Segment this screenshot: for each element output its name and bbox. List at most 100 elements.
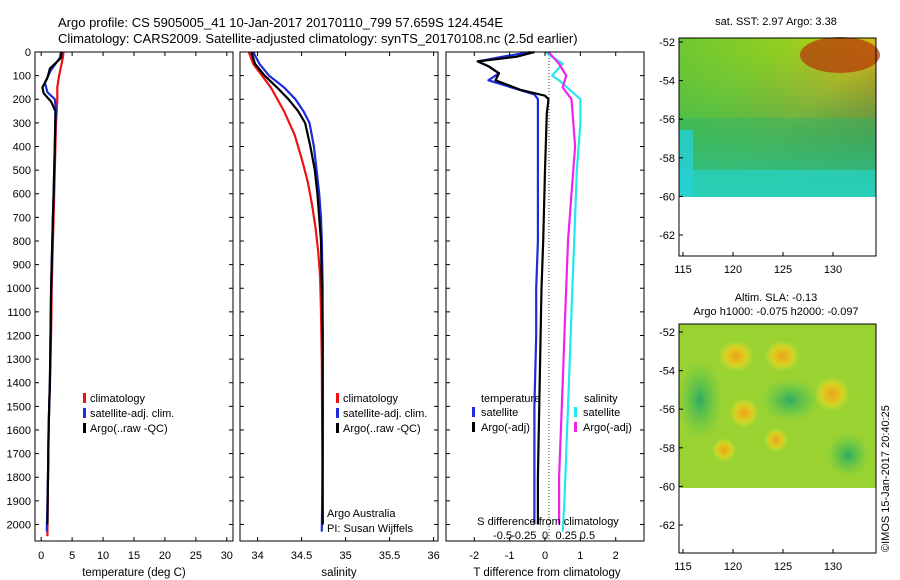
salinity-xlabel: salinity xyxy=(321,567,356,579)
x-tick-label: 30 xyxy=(221,550,233,562)
x-tick-label: 2 xyxy=(613,550,619,562)
depth-tick-label: 100 xyxy=(13,71,31,83)
s-difference-label: S difference from climatology xyxy=(477,516,619,528)
legend-temperature-title: temperature xyxy=(481,393,540,405)
sla-high-6 xyxy=(764,428,788,452)
lon-tick-label: 130 xyxy=(824,264,842,276)
lat-tick-label: -62 xyxy=(659,230,675,242)
x-tick-label: 34 xyxy=(251,550,263,562)
x-tick-label: 1 xyxy=(577,550,583,562)
lat-tick-label: -60 xyxy=(659,481,675,493)
t-difference-label: T difference from climatology xyxy=(473,567,620,579)
salinity-frame xyxy=(239,51,439,542)
x-tick-label: 20 xyxy=(159,550,171,562)
depth-tick-label: 1800 xyxy=(7,472,31,484)
depth-tick-label: 1000 xyxy=(7,283,31,295)
lon-tick-label: 115 xyxy=(674,264,692,276)
depth-tick-label: 1400 xyxy=(7,378,31,390)
lat-tick-label: -60 xyxy=(659,191,675,203)
depth-tick-label: 1100 xyxy=(7,307,31,319)
s-tick-label: -0.25 xyxy=(511,530,536,542)
difference-panel: -2 -1 0 1 2 -0.5 -0.25 0 0.25 0.5 S difference fr… xyxy=(445,50,645,579)
legend-label-climatology: climatology xyxy=(343,393,399,405)
sla-field xyxy=(678,324,876,488)
difference-plot-area xyxy=(476,50,582,532)
temperature-frame xyxy=(34,51,234,542)
legend-swatch-s-satellite xyxy=(574,407,577,417)
temperature-x-axis: 0 5 10 15 20 25 30 xyxy=(38,52,233,562)
series-line-2-0 xyxy=(476,50,540,525)
x-tick-label: 5 xyxy=(69,550,75,562)
series-line-1-0 xyxy=(247,51,324,525)
lon-tick-label: 120 xyxy=(724,264,742,276)
lat-tick-label: -58 xyxy=(659,443,675,455)
lon-tick-label: 125 xyxy=(774,561,792,573)
legend-label-argo: Argo(..raw -QC) xyxy=(343,423,421,435)
depth-tick-label: 600 xyxy=(13,189,31,201)
x-tick-label: 35.5 xyxy=(379,550,400,562)
temperature-plot-area xyxy=(41,51,65,537)
sst-map-lat-axis: -52 -54 -56 -58 -60 -62 xyxy=(659,37,683,242)
sst-field-west-edge xyxy=(679,130,693,197)
credit-line2: PI: Susan Wijffels xyxy=(327,523,413,535)
sla-high-5 xyxy=(712,438,736,462)
series-line-2-1 xyxy=(476,50,550,525)
x-tick-label: 35 xyxy=(339,550,351,562)
salinity-legend: climatology satellite-adj. clim. Argo(..… xyxy=(336,393,427,435)
x-tick-label: 34.5 xyxy=(291,550,312,562)
sla-high-2 xyxy=(764,340,800,372)
depth-tick-label: 300 xyxy=(13,118,31,130)
figure-title-line1: Argo profile: CS 5905005_41 10-Jan-2017 … xyxy=(58,15,503,30)
lon-tick-label: 115 xyxy=(674,561,692,573)
s-tick-label: 0.5 xyxy=(580,530,595,542)
sst-map-title: sat. SST: 2.97 Argo: 3.38 xyxy=(715,16,837,28)
x-tick-label: 10 xyxy=(97,550,109,562)
salinity-x-axis: 34 34.5 35 35.5 36 xyxy=(251,52,440,562)
depth-tick-label: 900 xyxy=(13,260,31,272)
sla-map-frame xyxy=(678,323,877,554)
legend-swatch-satellite xyxy=(336,408,339,418)
figure-title-line2: Climatology: CARS2009. Satellite-adjuste… xyxy=(58,31,578,46)
credit-line1: Argo Australia xyxy=(327,508,396,520)
sla-map-title2: Argo h1000: -0.075 h2000: -0.097 xyxy=(693,306,858,318)
sst-field-warm-patch xyxy=(800,37,880,73)
lon-tick-label: 125 xyxy=(774,264,792,276)
difference-depth-ticks xyxy=(446,51,644,525)
sst-field xyxy=(679,37,880,197)
depth-tick-label: 0 xyxy=(25,47,31,59)
sla-low-center xyxy=(760,378,820,422)
x-tick-label: 0 xyxy=(542,550,548,562)
legend-swatch-satellite xyxy=(83,408,86,418)
depth-tick-label: 1500 xyxy=(7,401,31,413)
temperature-legend: climatology satellite-adj. clim. Argo(..… xyxy=(83,393,174,435)
sla-map-lon-axis: 115 120 125 130 xyxy=(674,549,842,573)
lat-tick-label: -52 xyxy=(659,37,675,49)
lat-tick-label: -52 xyxy=(659,327,675,339)
legend-label-climatology: climatology xyxy=(90,393,146,405)
x-tick-label: 0 xyxy=(38,550,44,562)
difference-legend: temperature salinity satellite Argo(-adj… xyxy=(472,393,632,434)
legend-s-argo: Argo(-adj) xyxy=(583,422,632,434)
depth-tick-label: 1600 xyxy=(7,425,31,437)
legend-swatch-climatology xyxy=(336,393,339,403)
temperature-panel: 0100200300400500600700800900100011001200… xyxy=(7,47,234,579)
depth-tick-label: 1300 xyxy=(7,354,31,366)
legend-swatch-t-argo xyxy=(472,422,475,432)
lat-tick-label: -56 xyxy=(659,404,675,416)
legend-swatch-argo xyxy=(83,423,86,433)
lat-tick-label: -58 xyxy=(659,153,675,165)
legend-label-argo: Argo(..raw -QC) xyxy=(90,423,168,435)
sla-low-southeast xyxy=(826,433,870,477)
sla-high-1 xyxy=(718,340,754,372)
x-tick-label: 25 xyxy=(190,550,202,562)
legend-label-satellite: satellite-adj. clim. xyxy=(343,408,427,420)
temperature-xlabel: temperature (deg C) xyxy=(82,567,186,579)
sst-map: sat. SST: 2.97 Argo: 3.38 -52 -54 -56 -58 -6… xyxy=(659,16,880,276)
salinity-panel: 34 34.5 35 35.5 36 salinity climatology sate… xyxy=(239,51,440,579)
legend-t-argo: Argo(-adj) xyxy=(481,422,530,434)
depth-tick-label: 400 xyxy=(13,141,31,153)
series-line-2-3 xyxy=(547,51,577,525)
sla-high-3 xyxy=(814,376,850,412)
lat-tick-label: -56 xyxy=(659,114,675,126)
